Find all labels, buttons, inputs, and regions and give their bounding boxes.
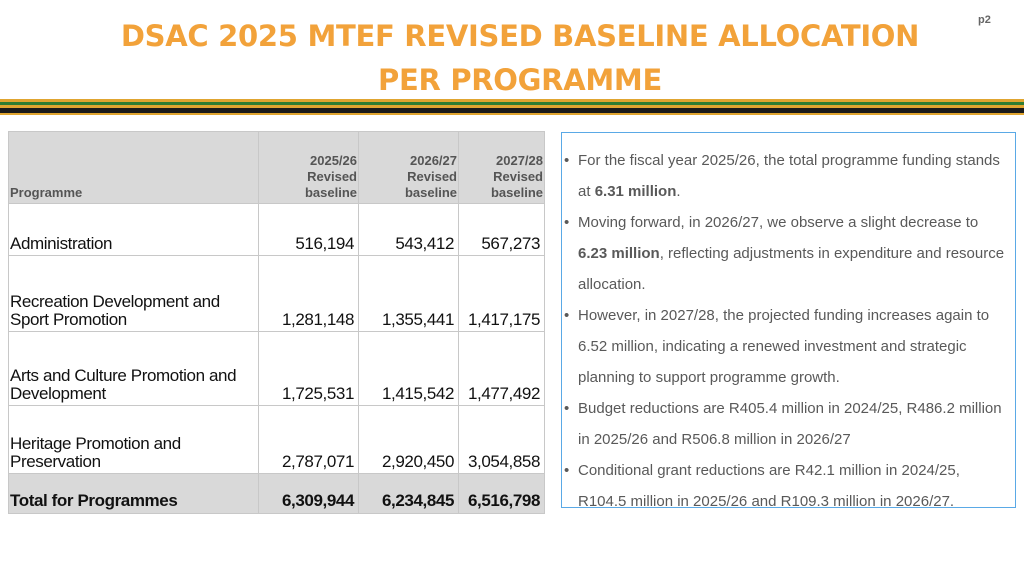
total-2026-27: 6,234,845 — [358, 473, 459, 514]
total-2025-26: 6,309,944 — [258, 473, 359, 514]
row-programme-name: Administration — [8, 203, 259, 256]
note-item: • For the fiscal year 2025/26, the total… — [562, 145, 1011, 207]
table-total-row: Total for Programmes 6,309,944 6,234,845… — [8, 473, 545, 514]
note-item: • Budget reductions are R405.4 million i… — [562, 393, 1011, 455]
decorative-band-black — [0, 108, 1024, 113]
page-number: p2 — [978, 14, 991, 26]
row-value-2025-26: 516,194 — [258, 203, 359, 256]
header-2025-26: 2025/26 Revised baseline — [258, 131, 359, 204]
note-highlight: 6.31 million — [594, 183, 677, 200]
slide-title: DSAC 2025 MTEF REVISED BASELINE ALLOCATI… — [90, 14, 950, 102]
slide-title-line-1: DSAC 2025 MTEF REVISED BASELINE ALLOCATI… — [120, 19, 920, 53]
decorative-band-green — [0, 102, 1024, 105]
bullet-icon: • — [564, 214, 570, 231]
note-item: • Conditional grant reductions are R42.1… — [562, 455, 1011, 517]
header-2027-28: 2027/28 Revised baseline — [458, 131, 545, 204]
notes-box: • For the fiscal year 2025/26, the total… — [561, 132, 1016, 510]
table-header-row: Programme 2025/26 Revised baseline 2026/… — [8, 131, 545, 204]
bullet-icon: • — [564, 152, 570, 169]
row-programme-name: Heritage Promotion and Preservation — [8, 405, 259, 474]
decorative-band-gold-top — [0, 99, 1024, 102]
row-value-2027-28: 3,054,858 — [458, 405, 545, 474]
table-row: Recreation Development and Sport Promoti… — [8, 255, 545, 332]
row-value-2027-28: 1,417,175 — [458, 255, 545, 332]
bullet-icon: • — [564, 400, 570, 417]
slide-title-line-2: PER PROGRAMME — [378, 63, 662, 97]
decorative-band-gold-mid — [0, 105, 1024, 108]
decorative-band-gold-bottom — [0, 113, 1024, 115]
total-label: Total for Programmes — [8, 473, 259, 514]
baseline-allocation-table: Programme 2025/26 Revised baseline 2026/… — [8, 131, 545, 514]
header-2026-27: 2026/27 Revised baseline — [358, 131, 459, 204]
table-row: Administration 516,194 543,412 567,273 — [8, 203, 545, 256]
total-2027-28: 6,516,798 — [458, 473, 545, 514]
row-value-2025-26: 1,725,531 — [258, 331, 359, 406]
notes-list: • For the fiscal year 2025/26, the total… — [562, 145, 1011, 517]
note-highlight: 6.23 million — [578, 245, 660, 262]
bullet-icon: • — [564, 307, 570, 324]
row-value-2026-27: 543,412 — [358, 203, 459, 256]
row-programme-name: Recreation Development and Sport Promoti… — [8, 255, 259, 332]
table-row: Arts and Culture Promotion and Developme… — [8, 331, 545, 406]
bullet-icon: • — [564, 462, 570, 479]
row-value-2026-27: 1,415,542 — [358, 331, 459, 406]
table-row: Heritage Promotion and Preservation 2,78… — [8, 405, 545, 474]
row-value-2025-26: 2,787,071 — [258, 405, 359, 474]
row-value-2027-28: 1,477,492 — [458, 331, 545, 406]
row-value-2025-26: 1,281,148 — [258, 255, 359, 332]
note-item: • However, in 2027/28, the projected fun… — [562, 300, 1011, 393]
row-programme-name: Arts and Culture Promotion and Developme… — [8, 331, 259, 406]
row-value-2027-28: 567,273 — [458, 203, 545, 256]
note-item: • Moving forward, in 2026/27, we observe… — [562, 207, 1011, 300]
row-value-2026-27: 2,920,450 — [358, 405, 459, 474]
header-programme: Programme — [8, 131, 259, 204]
row-value-2026-27: 1,355,441 — [358, 255, 459, 332]
